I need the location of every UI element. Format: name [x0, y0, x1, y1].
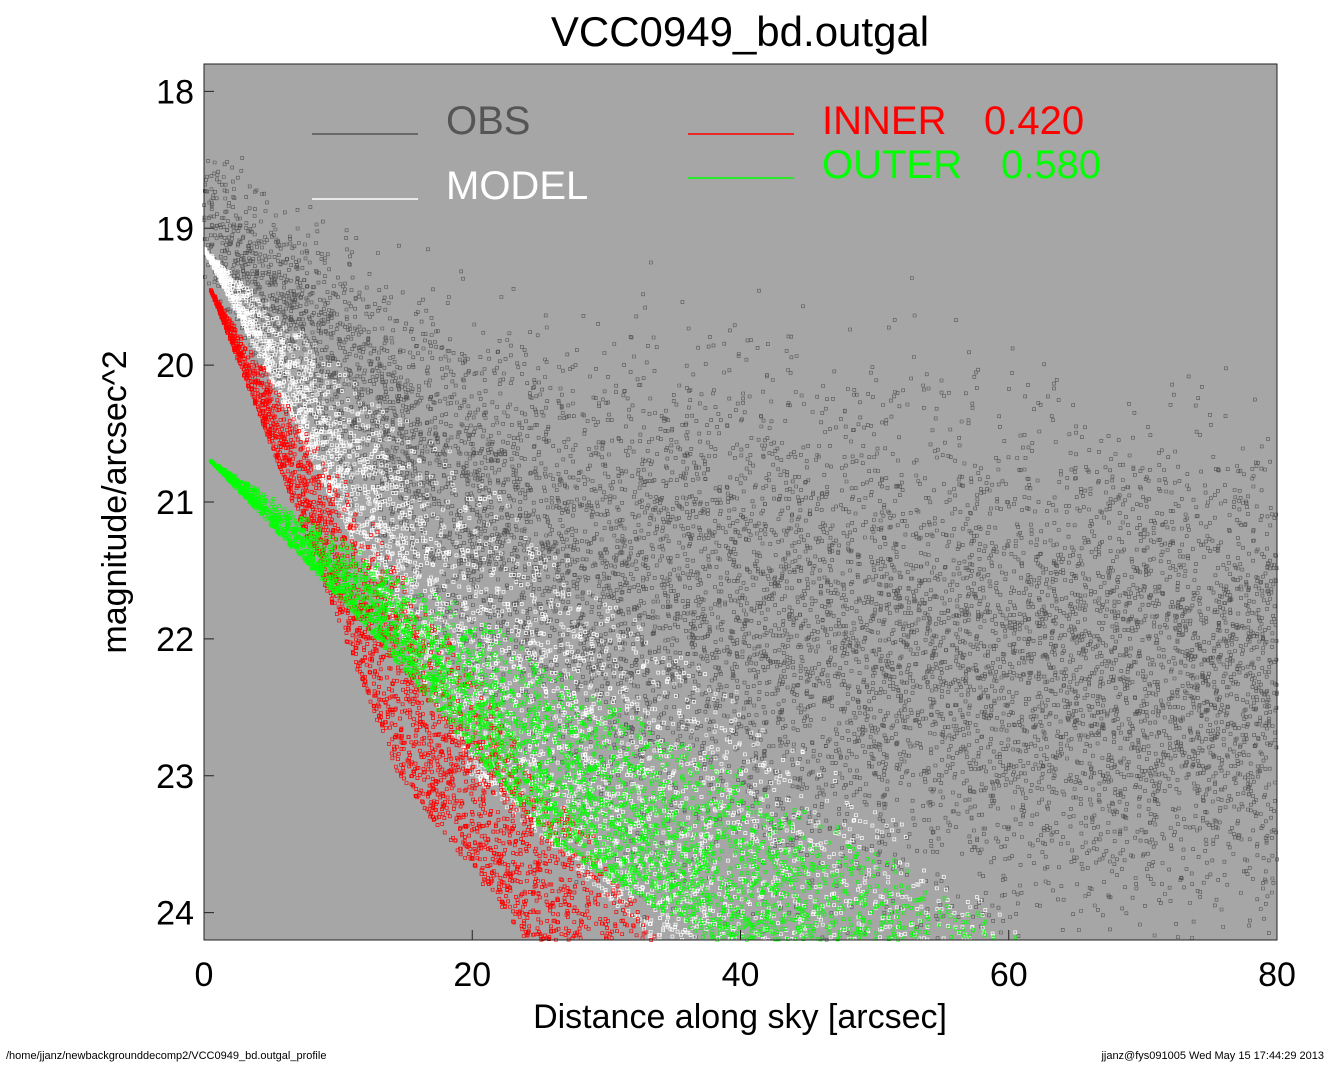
x-axis-label: Distance along sky [arcsec]: [533, 998, 947, 1036]
footer-user-timestamp: jjanz@fys091005 Wed May 15 17:44:29 2013: [1101, 1050, 1324, 1062]
series-obs-points: [202, 156, 1279, 942]
legend: OBS MODEL INNER 0.420 OUTER 0.580: [312, 99, 1101, 208]
legend-label-inner: INNER: [822, 99, 946, 143]
y-tick-label: 22: [156, 621, 194, 659]
y-axis-label: magnitude/arcsec^2: [96, 350, 134, 653]
legend-value-inner: 0.420: [984, 99, 1084, 143]
legend-label-outer: OUTER: [822, 143, 962, 187]
x-tick-label: 40: [722, 956, 760, 994]
footer-file-path: /home/jjanz/newbackgrounddecomp2/VCC0949…: [6, 1050, 327, 1062]
y-tick-label: 21: [156, 484, 194, 522]
y-axis-ticks: 18 19 20 21 22 23 24: [156, 73, 214, 933]
plot-background: [204, 64, 1277, 940]
chart-title: VCC0949_bd.outgal: [551, 8, 929, 55]
y-tick-label: 19: [156, 210, 194, 248]
legend-label-obs: OBS: [446, 99, 530, 143]
x-tick-label: 0: [195, 956, 214, 994]
data-points: [202, 156, 1279, 942]
legend-label-model: MODEL: [446, 164, 588, 208]
legend-value-outer: 0.580: [1001, 143, 1101, 187]
y-tick-label: 20: [156, 347, 194, 385]
y-tick-label: 18: [156, 73, 194, 111]
y-tick-label: 24: [156, 895, 194, 933]
x-axis-ticks: 0 20 40 60 80: [195, 930, 1296, 994]
x-tick-label: 20: [453, 956, 491, 994]
x-tick-label: 60: [990, 956, 1028, 994]
series-outer-points: [208, 459, 1018, 942]
x-tick-label: 80: [1258, 956, 1296, 994]
y-tick-label: 23: [156, 758, 194, 796]
series-model-points: [202, 246, 1018, 942]
